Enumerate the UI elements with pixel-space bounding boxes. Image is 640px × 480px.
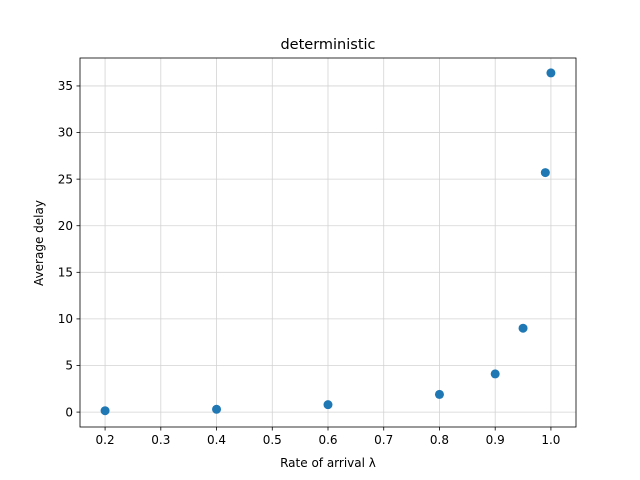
data-point — [540, 168, 550, 178]
x-tick-label: 1.0 — [541, 433, 560, 447]
y-axis-label: Average delay — [32, 200, 46, 286]
chart-title: deterministic — [280, 37, 375, 53]
x-axis-label: Rate of arrival λ — [280, 456, 376, 470]
ticks-layer: 0.2 0.3 0.4 0.5 0.6 0.7 0.8 0.9 1.0 0 5 10 15 20 25 30 3… — [58, 79, 561, 447]
x-tick-label: 0.5 — [263, 433, 282, 447]
y-tick-label: 5 — [65, 359, 73, 373]
data-point — [100, 406, 110, 416]
grid-layer — [80, 58, 576, 427]
x-tick-label: 0.6 — [318, 433, 337, 447]
x-tick-label: 0.8 — [430, 433, 449, 447]
data-point — [518, 323, 528, 333]
x-tick-label: 0.7 — [374, 433, 393, 447]
y-tick-label: 15 — [58, 266, 73, 280]
y-tick-label: 35 — [58, 79, 73, 93]
x-tick-label: 0.3 — [151, 433, 170, 447]
y-tick-label: 25 — [58, 172, 73, 186]
y-tick-label: 20 — [58, 219, 73, 233]
data-point — [546, 68, 556, 78]
x-tick-label: 0.2 — [96, 433, 115, 447]
x-tick-label: 0.9 — [486, 433, 505, 447]
points-layer — [100, 68, 556, 416]
y-tick-label: 10 — [58, 312, 73, 326]
y-tick-label: 0 — [65, 405, 73, 419]
data-point — [434, 389, 444, 399]
y-tick-label: 30 — [58, 126, 73, 140]
data-point — [323, 400, 333, 410]
x-tick-label: 0.4 — [207, 433, 226, 447]
data-point — [212, 404, 222, 414]
data-point — [490, 369, 500, 379]
